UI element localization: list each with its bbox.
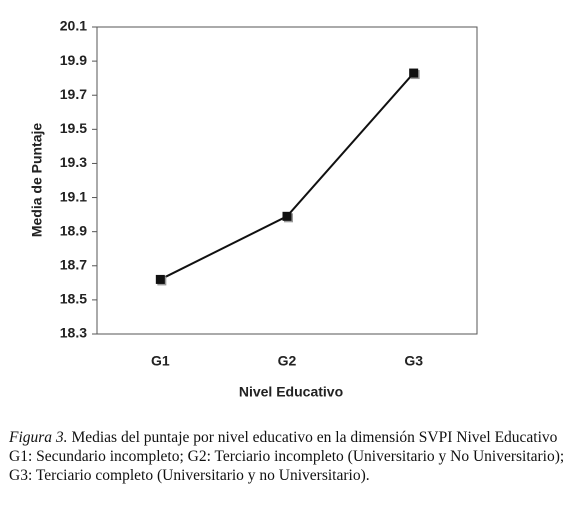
x-tick-label: G1 <box>151 353 170 369</box>
x-tick-label: G2 <box>278 353 297 369</box>
x-axis-title: Nivel Educativo <box>239 384 343 400</box>
caption: Figura 3. Medias del puntaje por nivel e… <box>9 428 574 485</box>
figure-label: Figura 3. <box>9 429 68 446</box>
caption-legend: G1: Secundario incompleto; G2: Terciario… <box>9 448 565 484</box>
chart: Media de Puntaje Nivel Educativo 18.3 18.… <box>29 18 478 400</box>
y-tick-label: 19.3 <box>60 154 87 170</box>
line <box>159 72 415 281</box>
y-tick-label: 19.5 <box>60 120 87 136</box>
marker <box>155 274 165 284</box>
y-tick-label: 20.1 <box>60 18 87 34</box>
y-tick-label: 18.7 <box>60 256 87 272</box>
x-tick-label: G3 <box>404 353 423 369</box>
marker <box>409 68 419 78</box>
y-tick-label: 18.3 <box>60 325 87 341</box>
y-tick-label: 19.7 <box>60 86 87 102</box>
y-tick-label: 19.9 <box>60 52 87 68</box>
y-tick-label: 19.1 <box>60 188 87 204</box>
y-tick-label: 18.9 <box>60 222 87 238</box>
caption-text: Medias del puntaje por nivel educativo e… <box>67 429 558 446</box>
y-tick-label: 18.5 <box>60 291 87 307</box>
caption-line: Figura 3. Medias del puntaje por nivel e… <box>9 428 574 447</box>
plot-frame <box>96 26 478 335</box>
y-axis-title: Media de Puntaje <box>29 123 45 238</box>
marker <box>282 211 292 221</box>
